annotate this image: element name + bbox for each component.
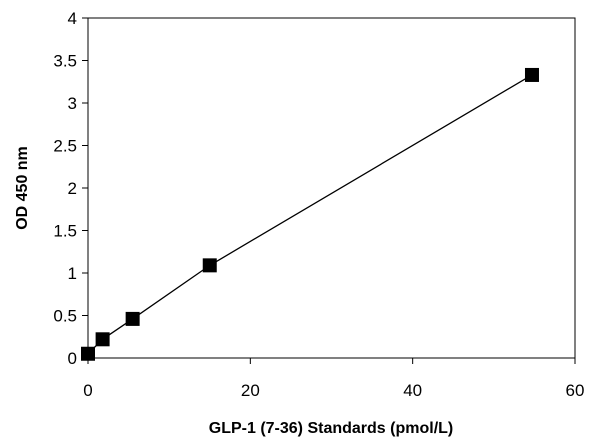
y-tick-label: 2 (68, 179, 77, 198)
y-tick-label: 0 (68, 349, 77, 368)
plot-area (87, 17, 576, 359)
data-point-marker (524, 67, 539, 82)
y-tick-label: 2.5 (53, 137, 77, 156)
data-point-marker (202, 258, 217, 273)
y-tick-label: 3.5 (53, 52, 77, 71)
y-tick-label: 3 (68, 94, 77, 113)
y-tick-label: 4 (68, 9, 77, 28)
y-axis-title: OD 450 nm (14, 146, 31, 230)
data-point-marker (81, 346, 95, 361)
data-point-marker (95, 332, 110, 347)
y-axis-ticks: 0 0.5 1 1.5 2 2.5 3 3.5 4 (53, 9, 88, 368)
y-tick-label: 0.5 (53, 307, 77, 326)
x-tick-label: 20 (241, 381, 260, 400)
x-axis-ticks: 0 20 40 60 (83, 358, 584, 400)
x-tick-label: 0 (83, 381, 92, 400)
data-point-marker (125, 311, 140, 326)
y-tick-label: 1 (68, 264, 77, 283)
x-tick-label: 40 (403, 381, 422, 400)
y-tick-label: 1.5 (53, 222, 77, 241)
x-axis-title: GLP-1 (7-36) Standards (pmol/L) (209, 420, 453, 437)
x-tick-label: 60 (566, 381, 585, 400)
series-layer (81, 67, 539, 361)
